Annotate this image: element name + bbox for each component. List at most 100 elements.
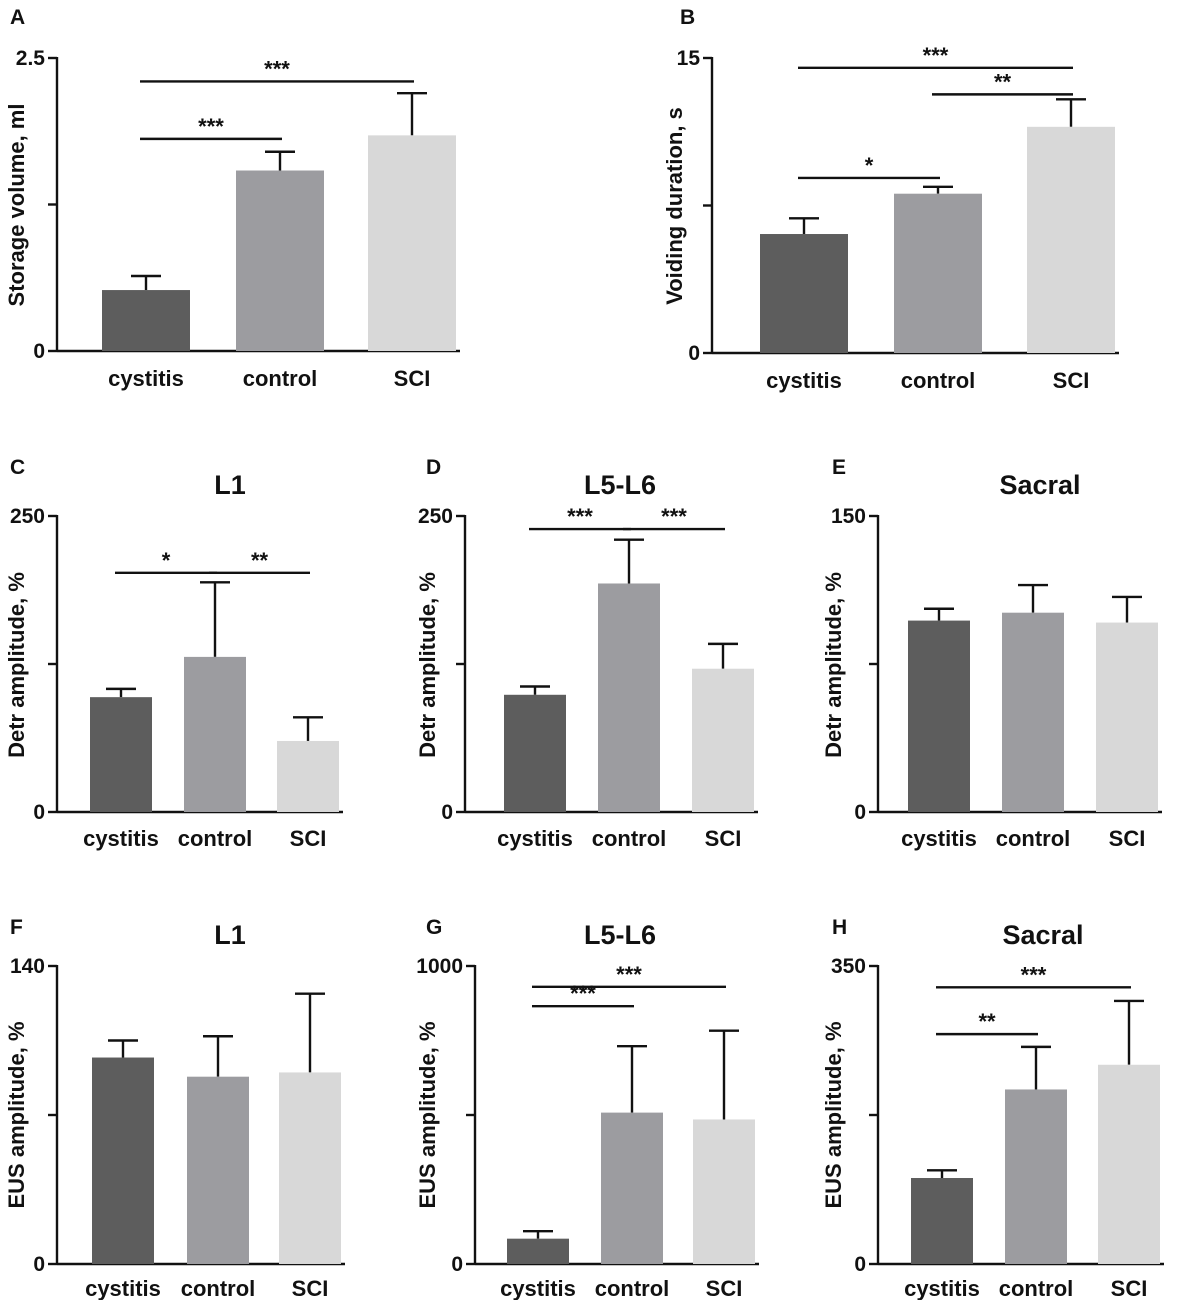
- y-tick-label: 1000: [416, 955, 463, 978]
- bar-cystitis: [504, 694, 566, 812]
- panel-e: E Sacral 0 150 Detr amplitude, % cystitis cont…: [821, 456, 1162, 851]
- significance-label: ***: [923, 43, 949, 68]
- category-label: SCI: [1053, 368, 1090, 393]
- significance-label: ***: [567, 504, 593, 529]
- y-axis-label: Voiding duration, s: [662, 107, 687, 305]
- y-tick-label: 0: [854, 801, 866, 824]
- bar-sci: [1027, 126, 1115, 353]
- bar-sci: [1096, 622, 1158, 812]
- panel-h: H Sacral 0 350 EUS amplitude, % cystitis contr…: [821, 916, 1164, 1300]
- category-label: SCI: [1111, 1276, 1148, 1300]
- panel-letter: E: [832, 456, 846, 479]
- bar-sci: [692, 668, 754, 812]
- category-label: control: [901, 368, 976, 393]
- category-label: control: [595, 1276, 670, 1300]
- category-label: control: [592, 826, 667, 851]
- y-tick-label: 250: [10, 505, 45, 528]
- y-tick-label: 0: [688, 342, 700, 365]
- bar-control: [601, 1112, 663, 1264]
- category-label: control: [243, 366, 318, 391]
- category-label: cystitis: [83, 826, 159, 851]
- chart-title: Sacral: [999, 470, 1080, 500]
- panel-letter: F: [10, 916, 23, 939]
- category-label: SCI: [290, 826, 327, 851]
- y-tick-label: 140: [10, 955, 45, 978]
- panel-letter: H: [832, 916, 847, 939]
- significance-label: ***: [1021, 962, 1047, 987]
- panel-c: C L1 0 250 Detr amplitude, % cystitis control S…: [4, 456, 343, 851]
- significance-label: **: [978, 1009, 996, 1034]
- category-label: control: [999, 1276, 1074, 1300]
- panel-d: D L5-L6 0 250 Detr amplitude, % cystitis contr…: [415, 456, 758, 851]
- category-label: SCI: [292, 1276, 329, 1300]
- category-label: SCI: [1109, 826, 1146, 851]
- category-label: cystitis: [85, 1276, 161, 1300]
- category-label: cystitis: [766, 368, 842, 393]
- y-axis-label: EUS amplitude, %: [4, 1021, 29, 1208]
- panel-letter: C: [10, 456, 25, 479]
- bar-cystitis: [90, 697, 152, 812]
- chart-title: L1: [214, 920, 246, 950]
- category-label: control: [996, 826, 1071, 851]
- y-axis-label: Storage volume, ml: [4, 104, 29, 307]
- y-axis-label: EUS amplitude, %: [821, 1021, 846, 1208]
- significance-label: **: [994, 69, 1012, 94]
- bar-cystitis: [102, 290, 190, 351]
- y-tick-label: 2.5: [16, 47, 46, 70]
- significance-label: ***: [264, 56, 290, 81]
- category-label: SCI: [394, 366, 431, 391]
- bar-cystitis: [908, 620, 970, 812]
- chart-title: L5-L6: [584, 920, 656, 950]
- bar-control: [187, 1076, 249, 1264]
- y-tick-label: 250: [418, 505, 453, 528]
- category-label: cystitis: [901, 826, 977, 851]
- bar-sci: [279, 1072, 341, 1264]
- bar-sci: [1098, 1064, 1160, 1264]
- bar-control: [894, 193, 982, 353]
- bar-sci: [368, 135, 456, 351]
- bar-control: [1002, 612, 1064, 812]
- chart-title: L1: [214, 470, 246, 500]
- y-tick-label: 0: [33, 340, 45, 363]
- y-axis-label: Detr amplitude, %: [821, 572, 846, 758]
- significance-label: ***: [661, 504, 687, 529]
- bar-cystitis: [92, 1057, 154, 1264]
- bar-control: [598, 583, 660, 812]
- y-tick-label: 350: [831, 955, 866, 978]
- category-label: control: [181, 1276, 256, 1300]
- significance-label: ***: [198, 114, 224, 139]
- y-axis-label: Detr amplitude, %: [415, 572, 440, 758]
- category-label: control: [178, 826, 253, 851]
- category-label: cystitis: [904, 1276, 980, 1300]
- bar-cystitis: [507, 1238, 569, 1264]
- bar-control: [236, 170, 324, 351]
- panel-a: A 0 2.5 Storage volume, ml cystitis control SC…: [4, 6, 460, 391]
- bar-cystitis: [911, 1178, 973, 1264]
- bar-control: [184, 656, 246, 812]
- panel-b: B 0 15 Voiding duration, s cystitis control SC…: [662, 6, 1119, 393]
- bar-control: [1005, 1089, 1067, 1264]
- y-tick-label: 0: [451, 1253, 463, 1276]
- category-label: SCI: [706, 1276, 743, 1300]
- y-axis-label: Detr amplitude, %: [4, 572, 29, 758]
- y-tick-label: 0: [33, 1253, 45, 1276]
- chart-title: Sacral: [1002, 920, 1083, 950]
- y-tick-label: 0: [33, 801, 45, 824]
- category-label: cystitis: [108, 366, 184, 391]
- bar-cystitis: [760, 234, 848, 353]
- significance-label: ***: [616, 962, 642, 987]
- panel-g: G L5-L6 0 1000 EUS amplitude, % cystitis contr…: [415, 916, 759, 1300]
- significance-label: **: [251, 548, 269, 573]
- significance-label: *: [162, 548, 171, 573]
- panel-f: F L1 0 140 EUS amplitude, % cystitis control SC…: [4, 916, 345, 1300]
- significance-label: ***: [570, 981, 596, 1006]
- bar-sci: [693, 1119, 755, 1264]
- significance-label: *: [865, 153, 874, 178]
- y-tick-label: 0: [854, 1253, 866, 1276]
- bar-sci: [277, 740, 339, 812]
- y-tick-label: 150: [831, 505, 866, 528]
- chart-title: L5-L6: [584, 470, 656, 500]
- y-tick-label: 15: [677, 47, 701, 70]
- category-label: SCI: [705, 826, 742, 851]
